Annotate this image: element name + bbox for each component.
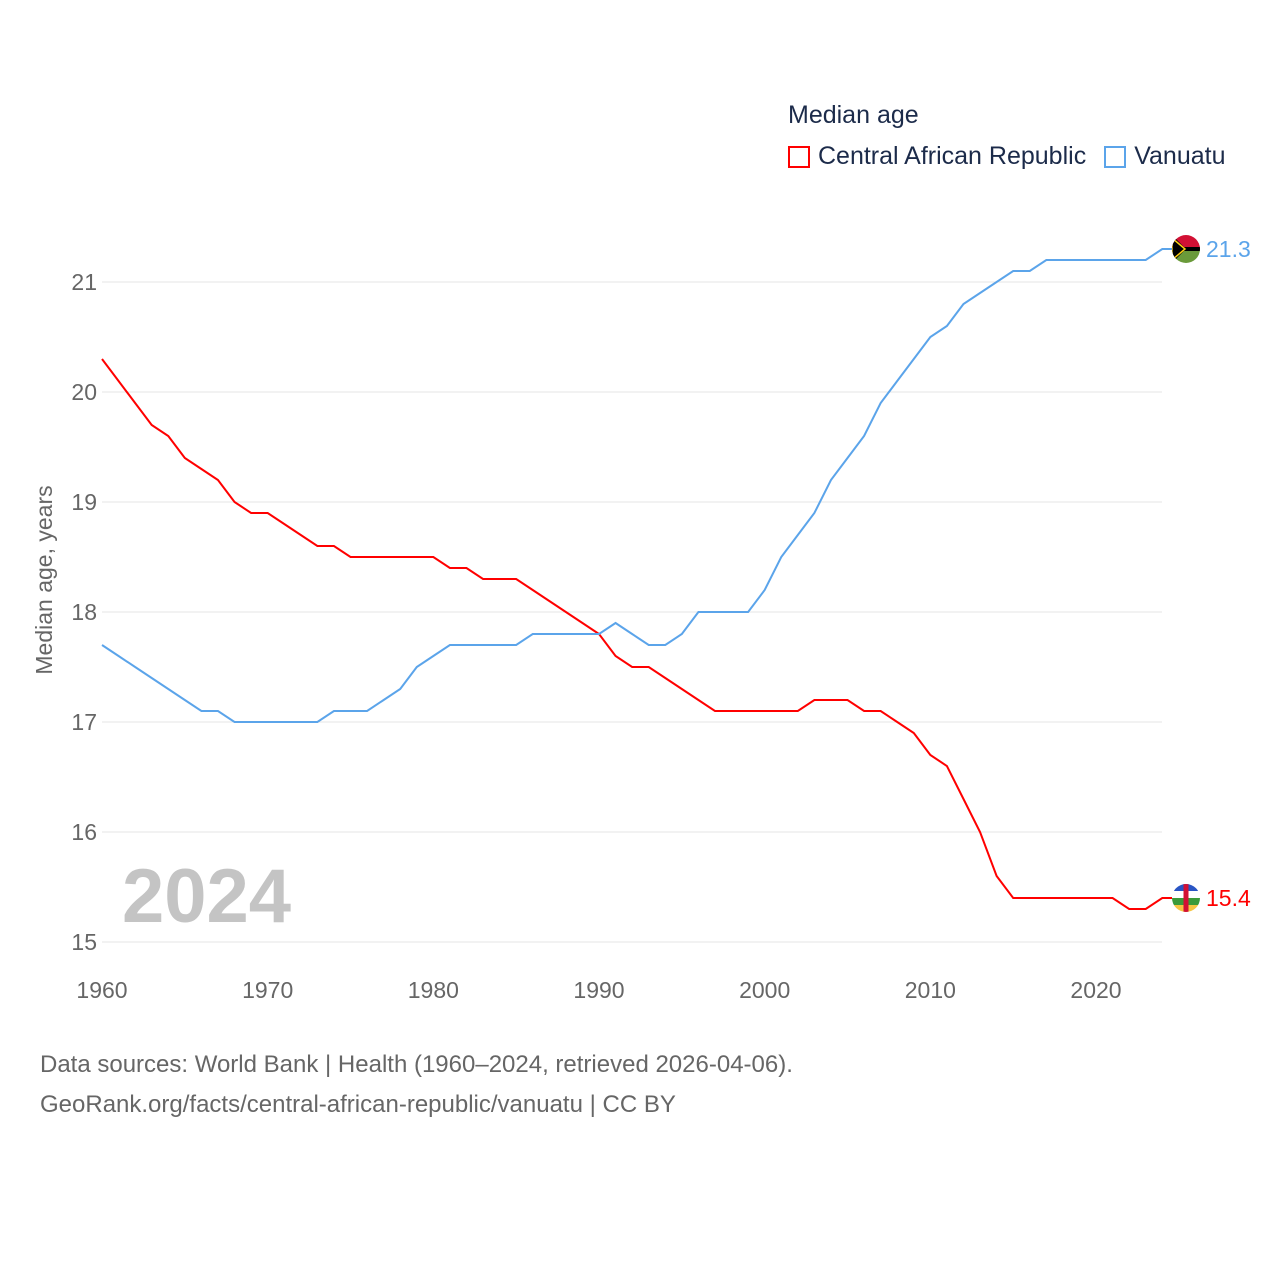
source-note: Data sources: World Bank | Health (1960–… [40, 1045, 793, 1125]
y-tick-label: 17 [71, 709, 97, 735]
y-tick-label: 21 [71, 269, 97, 295]
x-tick-label: 1980 [408, 977, 459, 1003]
x-tick-label: 2020 [1070, 977, 1121, 1003]
y-tick-label: 19 [71, 489, 97, 515]
y-axis-label: Median age, years [31, 485, 57, 674]
year-label: 2024 [122, 854, 291, 939]
x-tick-label: 1990 [573, 977, 624, 1003]
x-tick-label: 1960 [76, 977, 127, 1003]
legend-swatch-car [788, 145, 810, 168]
legend-title: Median age [788, 101, 919, 129]
x-tick-label: 2000 [739, 977, 790, 1003]
car-flag-icon [1172, 884, 1200, 912]
x-tick-label: 1970 [242, 977, 293, 1003]
source-line-2[interactable]: GeoRank.org/facts/central-african-republ… [40, 1091, 676, 1118]
legend-swatch-vanuatu [1104, 145, 1127, 168]
source-line-1: Data sources: World Bank | Health (1960–… [40, 1051, 793, 1078]
y-tick-label: 20 [71, 379, 97, 405]
y-tick-label: 15 [71, 929, 97, 955]
series-line-car [101, 358, 1172, 910]
end-value-label: 15.4 [1206, 885, 1251, 911]
legend-label-vanuatu[interactable]: Vanuatu [1134, 142, 1226, 170]
series-line-vanuatu [101, 248, 1172, 723]
vanuatu-flag-icon [1172, 235, 1200, 263]
y-tick-label: 16 [71, 819, 97, 845]
legend-label-car[interactable]: Central African Republic [818, 142, 1087, 170]
x-tick-label: 2010 [905, 977, 956, 1003]
end-value-label: 21.3 [1206, 236, 1251, 262]
y-tick-label: 18 [71, 599, 97, 625]
legend: Central African Republic Vanuatu [788, 142, 1226, 171]
